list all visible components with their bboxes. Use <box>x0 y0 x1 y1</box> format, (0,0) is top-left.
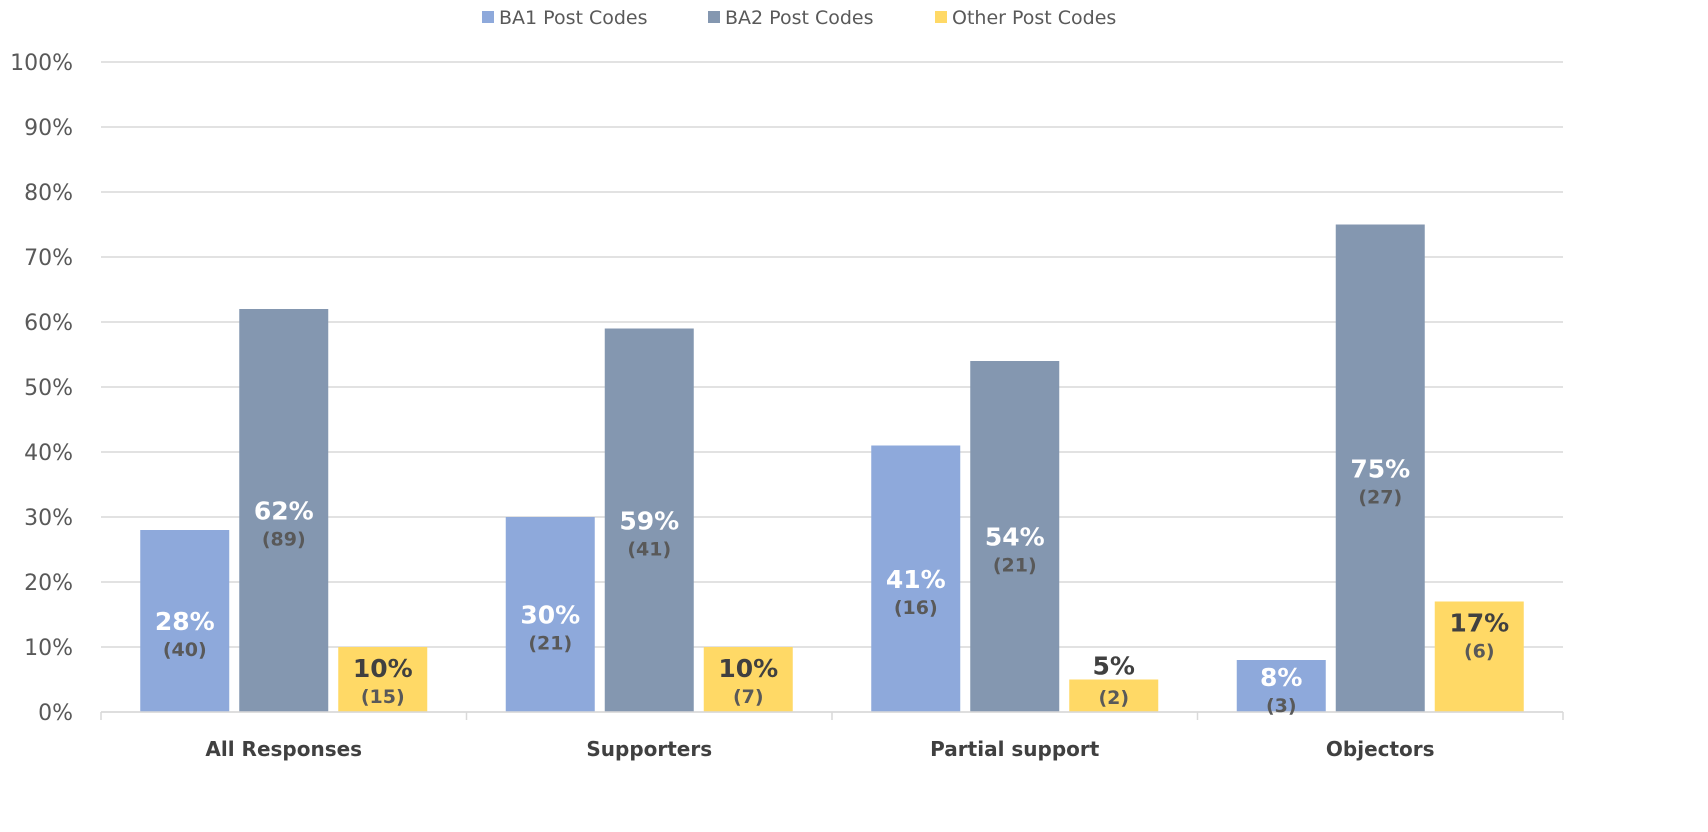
y-axis: 0% 10% 20% 30% 40% 50% 60% 70% 80% 90% 100% <box>10 51 73 726</box>
legend-label: Other Post Codes <box>952 7 1116 29</box>
data-label-count: (2) <box>1098 687 1129 709</box>
y-tick-label: 30% <box>24 506 73 531</box>
data-label-count: (3) <box>1266 695 1297 717</box>
data-label-percent: 28% <box>155 607 215 636</box>
x-category-label: Partial support <box>930 737 1100 761</box>
data-label-count: (21) <box>528 633 572 655</box>
data-label-count: (40) <box>163 639 207 661</box>
chart-legend: BA1 Post Codes BA2 Post Codes Other Post C… <box>482 7 1116 29</box>
data-label-count: (16) <box>894 597 938 619</box>
legend-swatch <box>708 11 720 23</box>
y-tick-label: 0% <box>38 701 73 726</box>
x-axis: All Responses Supporters Partial support Ob… <box>100 711 1564 761</box>
y-tick-label: 10% <box>24 636 73 661</box>
data-label-percent: 10% <box>718 654 778 683</box>
data-label-percent: 30% <box>520 601 580 630</box>
bar <box>970 361 1060 712</box>
y-tick-label: 20% <box>24 571 73 596</box>
data-label-count: (89) <box>262 529 306 551</box>
data-label-count: (6) <box>1464 641 1495 663</box>
data-label-percent: 10% <box>353 654 413 683</box>
data-label-percent: 62% <box>254 497 314 526</box>
bar <box>871 445 961 712</box>
data-labels: 28% (40) 30% (21) 41% (16) 8% (3) 62% (89) 59% (41)… <box>155 454 1509 717</box>
data-label-count: (21) <box>993 555 1037 577</box>
bar <box>505 517 595 712</box>
y-tick-label: 100% <box>10 51 73 76</box>
data-label-count: (27) <box>1358 486 1402 508</box>
y-tick-label: 50% <box>24 376 73 401</box>
bar <box>1236 660 1326 712</box>
bar <box>1434 601 1524 712</box>
y-tick-label: 60% <box>24 311 73 336</box>
y-tick-label: 90% <box>24 116 73 141</box>
legend-swatch <box>935 11 947 23</box>
legend-label: BA1 Post Codes <box>499 7 648 29</box>
y-tick-label: 70% <box>24 246 73 271</box>
bar <box>1335 224 1425 712</box>
legend-label: BA2 Post Codes <box>725 7 874 29</box>
data-label-count: (41) <box>627 538 671 560</box>
data-label-percent: 75% <box>1350 454 1410 483</box>
y-tick-label: 40% <box>24 441 73 466</box>
bar <box>1069 679 1159 712</box>
data-label-percent: 17% <box>1449 609 1509 638</box>
bar <box>604 328 694 712</box>
bars <box>140 224 1524 712</box>
data-label-percent: 59% <box>619 506 679 535</box>
y-tick-label: 80% <box>24 181 73 206</box>
data-label-count: (15) <box>361 686 405 708</box>
data-label-percent: 5% <box>1093 652 1135 681</box>
data-label-percent: 8% <box>1260 663 1302 692</box>
x-category-label: Supporters <box>586 737 712 761</box>
bar <box>140 530 230 712</box>
data-label-percent: 54% <box>985 523 1045 552</box>
data-label-count: (7) <box>733 686 764 708</box>
bar <box>703 647 793 712</box>
bar <box>239 309 329 712</box>
bar <box>338 647 428 712</box>
legend-swatch <box>482 11 494 23</box>
data-label-percent: 41% <box>886 565 946 594</box>
x-category-label: All Responses <box>205 737 362 761</box>
x-category-label: Objectors <box>1326 737 1435 761</box>
